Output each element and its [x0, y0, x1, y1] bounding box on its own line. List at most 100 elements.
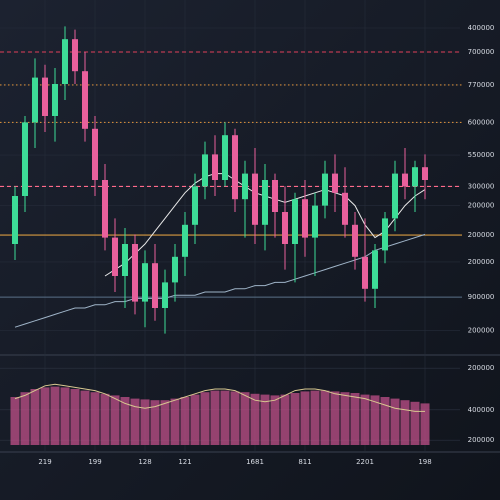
volume-bar [30, 389, 40, 445]
y-tick-label: 200000 [468, 231, 495, 239]
volume-bar [230, 391, 240, 445]
candle-body [72, 39, 78, 72]
candle-body [352, 224, 358, 257]
candle-body [122, 244, 128, 276]
candle-body [422, 167, 428, 180]
y-tick-label: 200000 [468, 258, 495, 266]
volume-bar [360, 394, 370, 445]
volume-bar [160, 400, 170, 445]
candle-body [282, 212, 288, 244]
y-tick-label: 770000 [468, 81, 495, 89]
x-tick-label: 128 [138, 458, 151, 466]
candle-body [412, 167, 418, 187]
volume-bar [240, 392, 250, 445]
volume-tick-label: 200000 [468, 364, 495, 372]
volume-bar [330, 391, 340, 445]
ma-line [14, 233, 426, 328]
candle-body [262, 180, 268, 225]
candle-body [232, 135, 238, 200]
volume-bar [90, 392, 100, 445]
candle-body [202, 154, 208, 187]
volume-bar [140, 399, 150, 445]
candle-body [102, 180, 108, 238]
volume-bar [100, 393, 110, 445]
volume-bar [340, 392, 350, 445]
candle-body [362, 256, 368, 289]
candle-body [382, 218, 388, 251]
candle-body [92, 128, 98, 180]
volume-line [14, 383, 425, 412]
volume-bar [190, 394, 200, 445]
volume-bar [80, 390, 90, 445]
candle-body [192, 186, 198, 225]
candle-body [332, 173, 338, 193]
y-tick-label: 300000 [468, 182, 495, 190]
x-tick-label: 199 [88, 458, 101, 466]
y-tick-label: 900000 [468, 293, 495, 301]
volume-tick-label: 400000 [468, 406, 495, 414]
candle-body [182, 224, 188, 257]
volume-bar [60, 387, 70, 445]
candle-body [132, 244, 138, 302]
volume-bar [290, 393, 300, 445]
candle-body [312, 205, 318, 238]
x-tick-label: 1681 [246, 458, 264, 466]
y-tick-label: 700000 [468, 48, 495, 56]
x-tick-label: 219 [38, 458, 51, 466]
y-tick-label: 200000 [468, 202, 495, 210]
candle-body [162, 282, 168, 308]
candle-body [322, 173, 328, 206]
volume-bar [300, 391, 310, 445]
volume-bar [50, 386, 60, 445]
volume-bar [370, 395, 380, 445]
volume-bar [200, 392, 210, 445]
candle-body [212, 154, 218, 180]
candle-body [42, 77, 48, 116]
y-tick-label: 550000 [468, 151, 495, 159]
candle-body [32, 77, 38, 123]
volume-bar [180, 397, 190, 445]
volume-bar [250, 393, 260, 445]
volume-bar [260, 394, 270, 445]
x-tick-label: 811 [298, 458, 311, 466]
x-tick-label: 2201 [356, 458, 374, 466]
volume-bar [120, 397, 130, 445]
volume-bar [220, 390, 230, 445]
x-tick-label: 198 [418, 458, 431, 466]
x-tick-label: 121 [178, 458, 191, 466]
candle-body [372, 250, 378, 289]
volume-bar [420, 403, 430, 445]
candle-body [252, 173, 258, 225]
volume-bar [150, 400, 160, 445]
y-tick-label: 400000 [468, 24, 495, 32]
volume-bar [350, 393, 360, 445]
volume-bar [380, 397, 390, 445]
candle-body [62, 39, 68, 84]
volume-bar [390, 398, 400, 445]
volume-bar [10, 397, 20, 445]
candle-body [172, 256, 178, 283]
y-tick-label: 200000 [468, 326, 495, 334]
volume-bar [170, 398, 180, 445]
candle-body [342, 192, 348, 225]
candle-body [392, 173, 398, 219]
candle-body [152, 263, 158, 308]
candle-body [82, 71, 88, 129]
volume-bar [410, 401, 420, 445]
candle-body [112, 237, 118, 276]
candle-body [302, 199, 308, 238]
volume-bar [280, 394, 290, 445]
candle-body [242, 173, 248, 200]
candle-body [222, 135, 228, 180]
volume-bar [110, 395, 120, 445]
volume-bar [70, 389, 80, 445]
candle-body [22, 122, 28, 196]
volume-bar [40, 387, 50, 445]
candle-body [142, 263, 148, 302]
candle-body [402, 173, 408, 187]
candle-body [12, 196, 18, 244]
volume-bar [400, 400, 410, 445]
candle-body [272, 180, 278, 212]
y-tick-label: 600000 [468, 118, 495, 126]
